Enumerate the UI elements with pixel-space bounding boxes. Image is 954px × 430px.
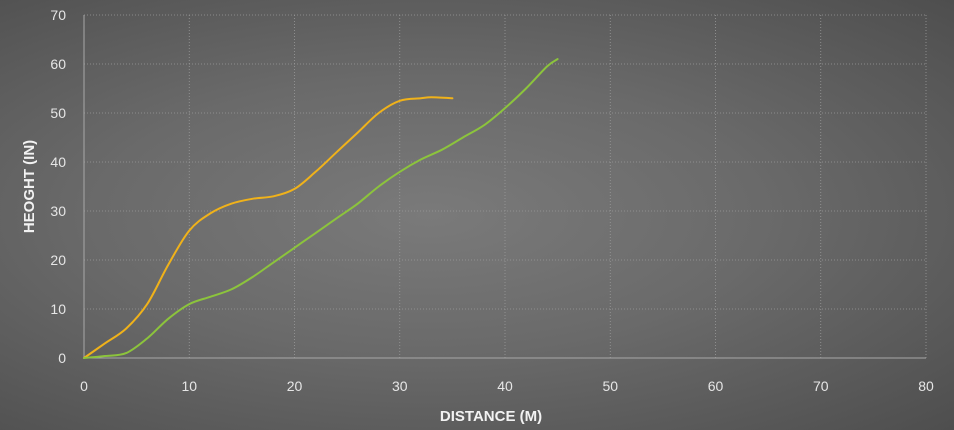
series-line-1 — [83, 96, 454, 359]
y-axis-title: HEOGHT (IN) — [21, 140, 38, 233]
x-tick-label: 60 — [708, 378, 724, 394]
x-axis-title: DISTANCE (M) — [440, 408, 542, 425]
gridlines — [84, 14, 927, 358]
series-line-2 — [83, 58, 559, 359]
x-tick-label: 10 — [181, 378, 197, 394]
y-tick-label: 60 — [50, 56, 66, 72]
tick-labels: 0 10 20 30 40 50 60 70 0 10 20 30 40 50 60 70 80 — [50, 7, 934, 394]
x-tick-label: 0 — [80, 378, 88, 394]
x-tick-label: 40 — [497, 378, 513, 394]
x-tick-label: 70 — [813, 378, 829, 394]
x-tick-label: 80 — [918, 378, 934, 394]
y-tick-label: 50 — [50, 105, 66, 121]
y-tick-label: 70 — [50, 7, 66, 23]
y-tick-label: 40 — [50, 154, 66, 170]
x-tick-label: 30 — [392, 378, 408, 394]
axes — [83, 15, 926, 359]
y-tick-label: 0 — [58, 350, 66, 366]
x-tick-label: 50 — [602, 378, 618, 394]
x-tick-label: 20 — [287, 378, 303, 394]
y-tick-label: 30 — [50, 203, 66, 219]
y-tick-label: 10 — [50, 301, 66, 317]
series-lines — [83, 58, 559, 359]
y-tick-label: 20 — [50, 252, 66, 268]
